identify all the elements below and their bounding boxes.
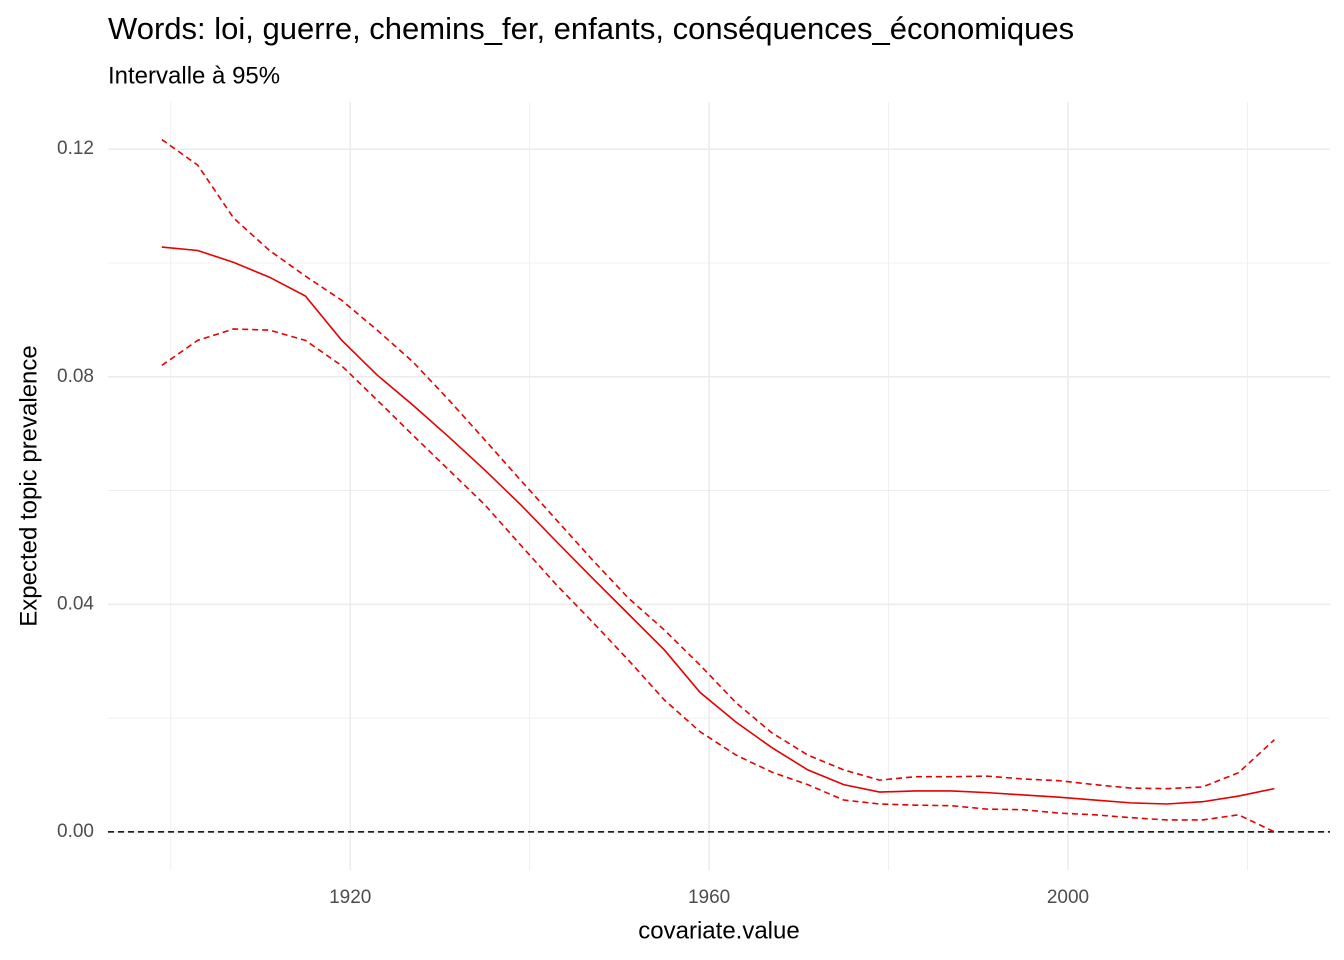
y-tick-label: 0.12 — [57, 138, 94, 159]
plot-area — [108, 138, 1330, 833]
y-tick-label: 0.00 — [57, 821, 94, 842]
x-tick-label: 1960 — [688, 887, 730, 908]
y-tick-label: 0.04 — [57, 593, 94, 614]
y-tick-label: 0.08 — [57, 366, 94, 387]
x-tick-label: 1920 — [329, 887, 371, 908]
series-line — [161, 138, 1275, 790]
chart-title: Words: loi, guerre, chemins_fer, enfants… — [108, 11, 1074, 46]
series-line — [161, 246, 1275, 805]
grid — [108, 102, 1330, 870]
series-line — [161, 328, 1275, 833]
x-tick-label: 2000 — [1047, 887, 1089, 908]
y-axis-title: Expected topic prevalence — [15, 345, 42, 627]
x-axis-title: covariate.value — [638, 917, 799, 944]
chart-subtitle: Intervalle à 95% — [108, 62, 280, 89]
